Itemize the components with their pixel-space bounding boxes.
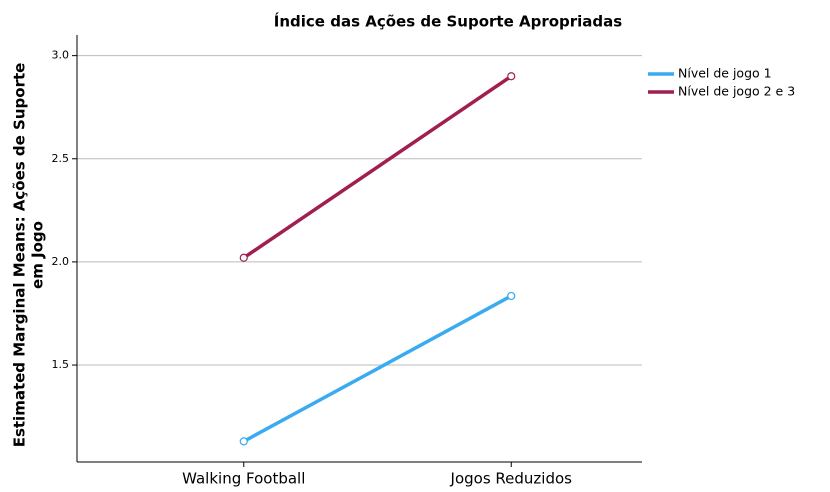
y-tick-label: 2.5 [52,152,70,165]
x-tick-label: Walking Football [182,470,305,488]
x-tick-label: Jogos Reduzidos [450,470,573,488]
legend-label: Nível de jogo 1 [678,66,772,81]
y-axis-label: Estimated Marginal Means: Ações de Supor… [11,63,29,448]
point-marker [507,291,516,301]
point-marker [239,437,248,446]
series-line [242,74,513,260]
point-marker [239,253,248,262]
y-axis-label: em Jogo [29,221,47,289]
series-line [242,294,513,443]
chart-title: Índice das Ações de Suporte Apropriadas [274,12,622,31]
legend-label: Nível de jogo 2 e 3 [678,84,795,99]
y-tick-label: 1.5 [52,358,70,371]
y-tick-label: 3.0 [52,49,70,62]
y-tick-label: 2.0 [52,255,70,268]
point-marker [507,72,516,81]
